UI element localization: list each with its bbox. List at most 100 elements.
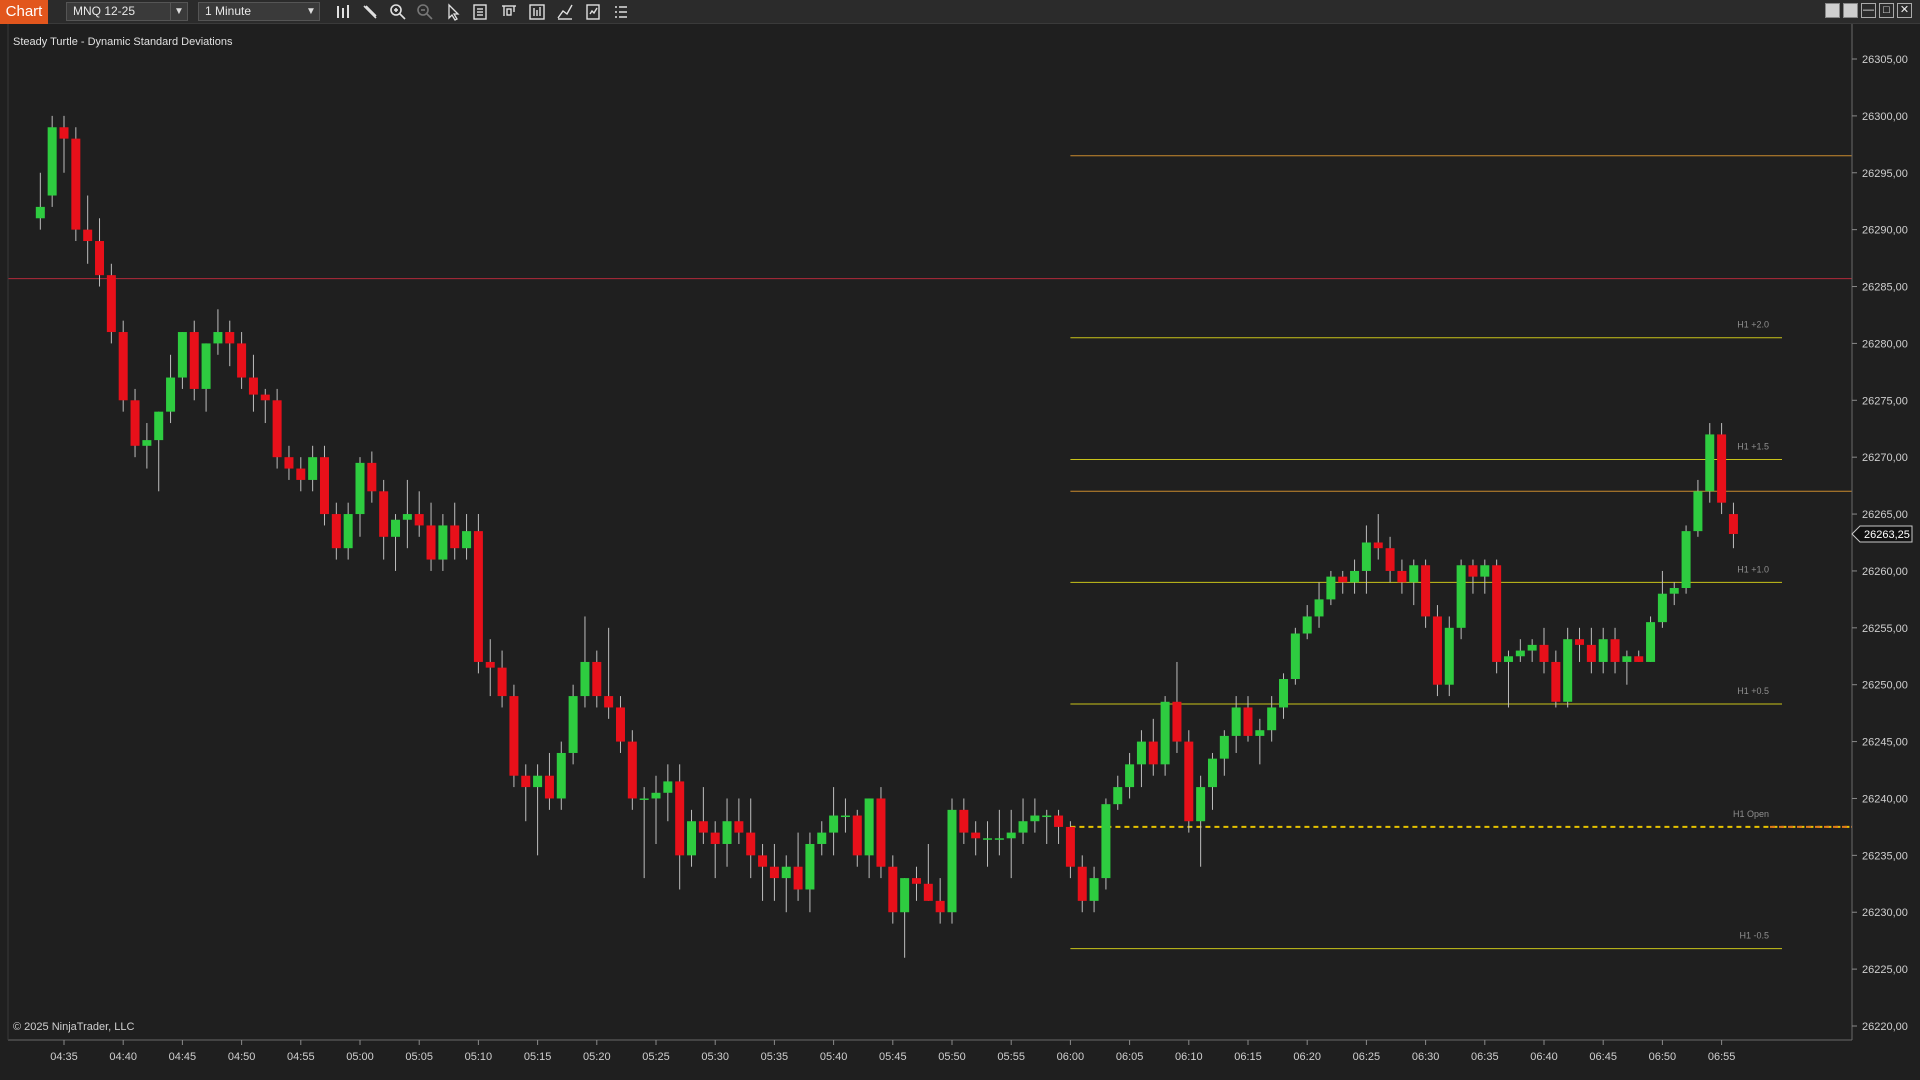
candle-body [698, 821, 708, 833]
zoom-out-icon[interactable] [415, 2, 435, 22]
bars-type-icon[interactable] [333, 2, 353, 22]
x-tick-label: 05:15 [524, 1051, 552, 1063]
candle-body [923, 883, 933, 901]
candle-body [1492, 565, 1502, 662]
candle [1172, 661, 1182, 753]
candle-body [296, 468, 306, 480]
x-tick-label: 06:15 [1234, 1051, 1262, 1063]
candle [1089, 866, 1099, 913]
candle-body [450, 525, 460, 549]
candle [379, 479, 389, 560]
candle [1432, 605, 1442, 697]
candle [911, 866, 921, 901]
candle [509, 684, 519, 788]
candle [391, 514, 401, 571]
y-tick-label: 26255,00 [1862, 623, 1908, 635]
candle [189, 320, 199, 401]
x-tick-label: 04:45 [169, 1051, 197, 1063]
minimize-icon[interactable]: — [1861, 3, 1876, 18]
candle-body [284, 457, 294, 469]
candle-body [675, 781, 685, 856]
candle [142, 423, 152, 469]
y-tick-label: 26280,00 [1862, 338, 1908, 350]
candle [1527, 639, 1537, 662]
candle [331, 502, 341, 560]
close-icon[interactable]: ✕ [1897, 3, 1912, 18]
candle-body [864, 798, 874, 856]
candle-body [154, 411, 164, 441]
candle [876, 787, 886, 879]
candle-body [1089, 878, 1099, 901]
chart-properties-icon[interactable] [499, 2, 519, 22]
candle [746, 798, 756, 879]
candle-body [1136, 741, 1146, 765]
candle [95, 218, 105, 287]
chevron-down-icon[interactable]: ▼ [170, 3, 187, 20]
y-tick-label: 26225,00 [1862, 964, 1908, 976]
candle [1728, 502, 1738, 549]
candle [1302, 605, 1312, 640]
candle-body [142, 440, 152, 446]
candle-body [769, 866, 779, 879]
candle-body [47, 127, 57, 196]
candle-body [1515, 650, 1525, 657]
candle-body [1456, 565, 1466, 628]
y-tick-label: 26285,00 [1862, 282, 1908, 294]
pointer-icon[interactable] [443, 2, 463, 22]
candle-body [1527, 644, 1537, 651]
candle-body [533, 775, 543, 788]
tile-icon[interactable] [1825, 3, 1840, 18]
draw-tool-icon[interactable] [360, 2, 380, 22]
maximize-icon[interactable]: □ [1879, 3, 1894, 18]
candle-body [1338, 576, 1348, 583]
object-list-icon[interactable] [611, 2, 631, 22]
candle [817, 821, 827, 856]
candle [544, 752, 554, 810]
candle [533, 764, 543, 856]
strategies-icon[interactable] [527, 2, 547, 22]
candle-body [343, 514, 353, 549]
y-tick-label: 26300,00 [1862, 111, 1908, 123]
restore-icon[interactable] [1843, 3, 1858, 18]
candle-body [1397, 570, 1407, 583]
y-tick-label: 26275,00 [1862, 395, 1908, 407]
candle [1018, 798, 1028, 844]
candle [1361, 525, 1371, 594]
candle [1409, 559, 1419, 606]
price-chart[interactable]: H1 +2.0 H1 +1.5 H1 +1.0 H1 +0.5 H1 Open H1 -0… [0, 24, 1920, 1080]
candle-body [1563, 639, 1573, 702]
candle-body [521, 775, 531, 788]
candle-body [793, 866, 803, 890]
instrument-selector[interactable]: MNQ 12-25 ▼ [66, 2, 188, 21]
y-tick-label: 26270,00 [1862, 452, 1908, 464]
candle-body [355, 462, 365, 515]
data-box-icon[interactable] [471, 2, 491, 22]
templates-icon[interactable] [583, 2, 603, 22]
candle-body [663, 781, 673, 793]
candle [521, 764, 531, 822]
candle-body [1314, 599, 1324, 617]
candle [615, 696, 625, 753]
candle [959, 798, 969, 844]
x-tick-label: 06:05 [1116, 1051, 1144, 1063]
candle-body [1350, 570, 1360, 583]
interval-selector[interactable]: 1 Minute ▼ [198, 2, 320, 21]
candle [343, 502, 353, 560]
candle [130, 388, 140, 458]
candle [154, 411, 164, 492]
x-tick-label: 05:05 [405, 1051, 433, 1063]
x-tick-label: 06:25 [1353, 1051, 1381, 1063]
candle [805, 832, 815, 913]
candle [947, 798, 957, 924]
candle-body [1077, 866, 1087, 901]
candle [1077, 855, 1087, 913]
x-tick-label: 04:35 [50, 1051, 78, 1063]
zoom-in-icon[interactable] [388, 2, 408, 22]
indicators-icon[interactable] [555, 2, 575, 22]
candle-body [1101, 804, 1111, 879]
candle [864, 798, 874, 879]
candle-body [248, 377, 258, 395]
chart-tab[interactable]: Chart [0, 0, 48, 24]
levels-layer: H1 +2.0 H1 +1.5 H1 +1.0 H1 +0.5 H1 Open H1 -0… [8, 155, 1852, 950]
chevron-down-icon[interactable]: ▼ [306, 6, 316, 17]
